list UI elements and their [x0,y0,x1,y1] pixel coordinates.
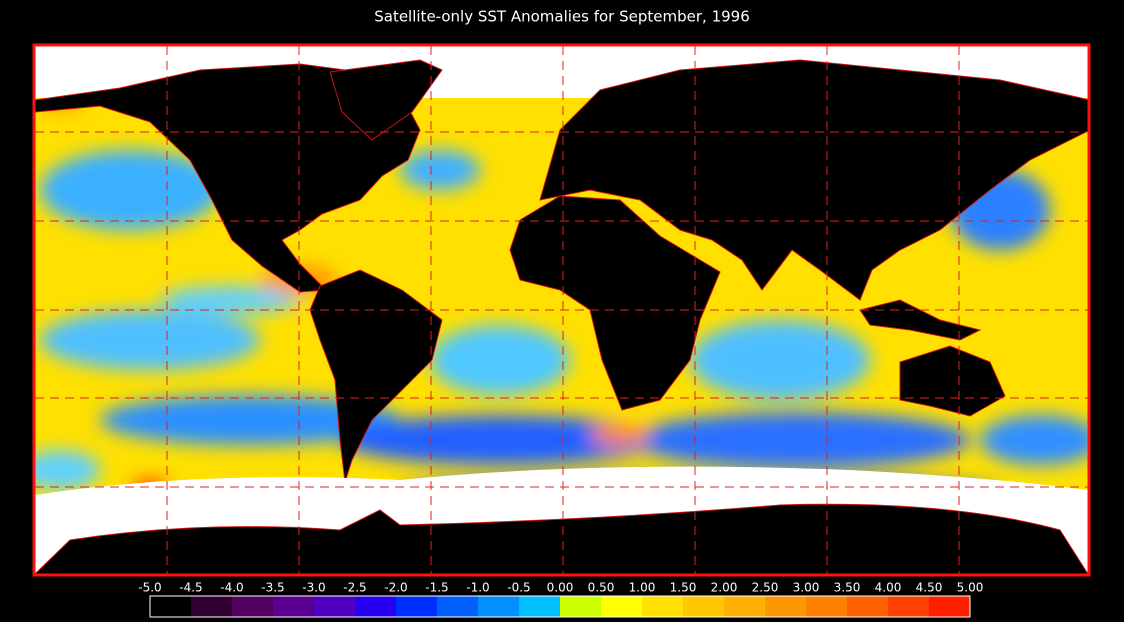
colorbar-swatch [765,596,806,617]
colorbar-swatch [560,596,601,617]
colorbar-swatch [601,596,642,617]
colorbar-swatch [150,596,191,617]
colorbar-label: -0.5 [507,581,530,595]
graticule [35,46,1088,574]
colorbar-label: -1.5 [425,581,448,595]
colorbar-label: 2.50 [752,581,779,595]
colorbar-swatch [396,596,437,617]
colorbar-label: 2.00 [711,581,738,595]
colorbar-swatch [683,596,724,617]
colorbar-label: 1.50 [670,581,697,595]
eurasia [539,59,1088,301]
colorbar-label: -4.5 [179,581,202,595]
colorbar-label: 5.00 [957,581,984,595]
colorbar-label: -5.0 [138,581,161,595]
map-frame [32,43,1091,577]
colorbar-label: 4.00 [875,581,902,595]
colorbar-swatch [191,596,232,617]
colorbar-swatch [847,596,888,617]
colorbar-label: 1.00 [629,581,656,595]
greenland [329,59,443,141]
colorbar-label: -4.0 [220,581,243,595]
colorbar-label: 0.00 [547,581,574,595]
colorbar-swatch [273,596,314,617]
colorbar-swatch [888,596,929,617]
colorbar-border [149,595,971,618]
colorbar-label: -2.5 [343,581,366,595]
colorbar: -5.0 -4.5 -4.0 -3.5 -3.0 -2.5 -2.0 -1.5 -1.0 -0.5… [138,581,983,618]
map-title: Satellite-only SST Anomalies for Septemb… [374,8,750,26]
colorbar-swatch [519,596,560,617]
colorbar-label: -3.0 [302,581,325,595]
colorbar-swatch [642,596,683,617]
colorbar-swatch [724,596,765,617]
colorbar-label: -2.0 [384,581,407,595]
colorbar-label: 3.00 [793,581,820,595]
colorbar-label: -1.0 [466,581,489,595]
antarctica [35,503,1088,574]
colorbar-swatch [314,596,355,617]
map-area [35,46,1088,574]
colorbar-label: 3.50 [834,581,861,595]
colorbar-swatch [929,596,970,617]
colorbar-swatch [806,596,847,617]
colorbar-label: 0.50 [588,581,615,595]
south-america [309,269,443,483]
colorbar-label: -3.5 [261,581,284,595]
colorbar-swatch [232,596,273,617]
colorbar-swatch [355,596,396,617]
colorbar-swatch [478,596,519,617]
colorbar-label: 4.50 [916,581,943,595]
colorbar-swatch [437,596,478,617]
